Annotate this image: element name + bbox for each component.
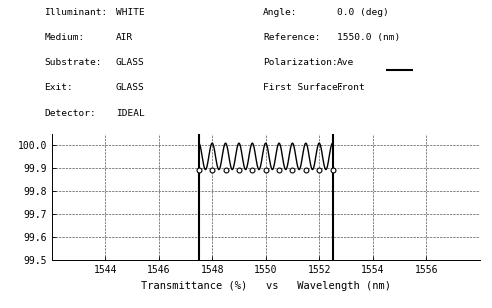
Text: Detector:: Detector: bbox=[44, 109, 96, 118]
Text: 1550.0 (nm): 1550.0 (nm) bbox=[337, 33, 400, 42]
Text: WHITE: WHITE bbox=[116, 8, 144, 17]
Text: Polarization:: Polarization: bbox=[263, 58, 338, 67]
Text: Substrate:: Substrate: bbox=[44, 58, 102, 67]
Text: Exit:: Exit: bbox=[44, 83, 73, 92]
Text: First Surface:: First Surface: bbox=[263, 83, 344, 92]
Text: AIR: AIR bbox=[116, 33, 133, 42]
Text: 0.0 (deg): 0.0 (deg) bbox=[337, 8, 389, 17]
Text: GLASS: GLASS bbox=[116, 83, 144, 92]
X-axis label: Transmittance (%)   vs   Wavelength (nm): Transmittance (%) vs Wavelength (nm) bbox=[141, 281, 391, 291]
Text: Angle:: Angle: bbox=[263, 8, 298, 17]
Text: IDEAL: IDEAL bbox=[116, 109, 144, 118]
Text: Front: Front bbox=[337, 83, 366, 92]
Text: Illuminant:: Illuminant: bbox=[44, 8, 108, 17]
Text: Medium:: Medium: bbox=[44, 33, 85, 42]
Text: Reference:: Reference: bbox=[263, 33, 321, 42]
Text: Ave: Ave bbox=[337, 58, 354, 67]
Text: GLASS: GLASS bbox=[116, 58, 144, 67]
